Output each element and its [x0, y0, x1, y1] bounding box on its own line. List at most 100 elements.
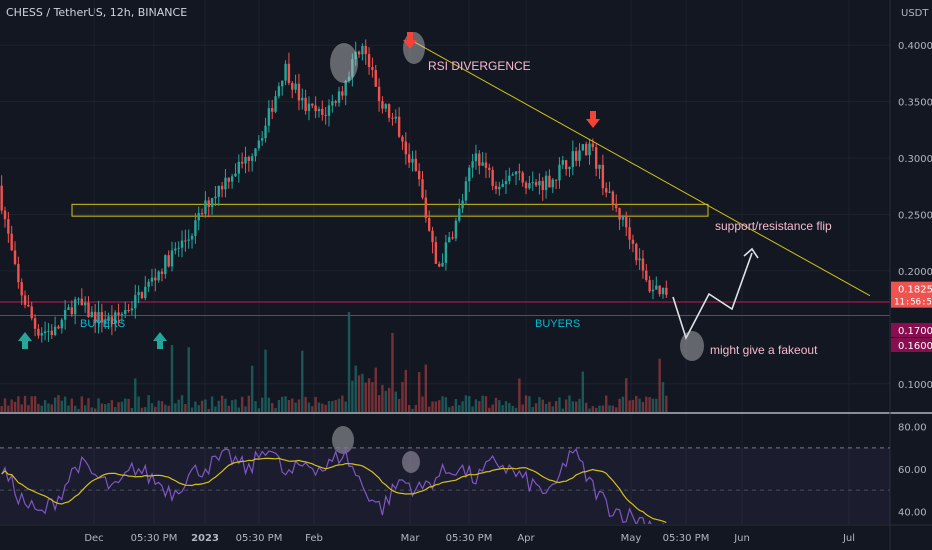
- time-tick-8: May: [621, 533, 642, 544]
- price-tick-1: 0.3500: [898, 98, 932, 109]
- candle-body-131: [438, 263, 441, 267]
- volume-bar-185: [618, 398, 621, 412]
- volume-bar-130: [434, 401, 438, 412]
- volume-bar-26: [87, 398, 90, 412]
- volume-bar-86: [287, 400, 291, 412]
- volume-bar-160: [534, 403, 538, 412]
- candle-body-169: [564, 160, 568, 170]
- volume-bar-129: [431, 401, 434, 412]
- volume-bar-124: [414, 404, 418, 412]
- highlight-circle-3: [332, 426, 354, 454]
- candle-body-125: [417, 170, 421, 180]
- volume-bar-135: [451, 405, 454, 412]
- volume-bar-55: [184, 403, 187, 412]
- volume-bar-181: [605, 395, 608, 412]
- candle-body-4: [13, 250, 17, 264]
- volume-bar-18: [60, 400, 63, 412]
- candle-body-86: [287, 63, 291, 83]
- volume-bar-63: [210, 396, 214, 412]
- volume-bar-153: [511, 405, 514, 412]
- volume-bar-186: [621, 396, 625, 412]
- candle-body-89: [297, 83, 301, 101]
- candle-body-156: [521, 172, 524, 183]
- volume-bar-0: [0, 406, 3, 412]
- candle-body-49: [164, 255, 167, 275]
- volume-bar-9: [30, 396, 33, 412]
- candle-body-36: [120, 313, 124, 316]
- candle-body-78: [260, 138, 264, 141]
- volume-bar-169: [564, 399, 568, 412]
- price-label-1-value: 0.1700: [898, 326, 932, 337]
- volume-bar-85: [284, 396, 287, 412]
- candle-body-182: [608, 191, 611, 193]
- candle-body-83: [277, 86, 281, 97]
- candle-body-81: [271, 108, 274, 112]
- volume-bar-155: [518, 378, 521, 412]
- candle-body-8: [27, 304, 30, 307]
- price-axis: USDT 0.4000 0.3500 0.3000 0.2500 0.2000 0.1000: [898, 8, 932, 391]
- green-arrow-left-head: [18, 332, 32, 341]
- price-label-1-bg: [891, 323, 932, 337]
- volume-bar-188: [628, 400, 631, 412]
- volume-bar-64: [214, 406, 217, 412]
- buyers-right-label: BUYERS: [535, 318, 580, 330]
- candle-body-152: [508, 175, 511, 182]
- volume-bar-184: [615, 407, 618, 412]
- price-axis-unit: USDT: [901, 8, 929, 19]
- price-label-current-countdown: 11:56:51: [894, 298, 932, 308]
- volume-bar-180: [601, 405, 605, 412]
- candle-body-33: [110, 316, 114, 324]
- volume-bar-154: [514, 407, 518, 412]
- volume-bar-168: [561, 408, 564, 412]
- candle-body-108: [361, 45, 364, 55]
- candle-body-79: [264, 125, 267, 139]
- candle-body-1: [3, 210, 7, 220]
- candle-body-109: [364, 45, 367, 55]
- price-tick-2: 0.3000: [898, 154, 932, 165]
- candle-body-62: [207, 200, 210, 207]
- volume-bar-164: [548, 401, 551, 412]
- buyers-left-label: BUYERS: [80, 318, 125, 330]
- volume-bar-102: [341, 395, 344, 412]
- symbol-title: CHESS / TetherUS, 12h, BINANCE: [6, 6, 188, 19]
- rsi-band: [0, 447, 890, 524]
- candle-body-63: [210, 198, 214, 207]
- volume-bar-41: [137, 396, 140, 412]
- candle-body-43: [144, 286, 147, 299]
- volume-bar-119: [397, 399, 401, 412]
- candle-body-23: [77, 298, 80, 300]
- candle-body-186: [621, 215, 625, 220]
- volume-bar-179: [598, 405, 601, 412]
- volume-bar-132: [441, 396, 444, 412]
- candle-body-20: [67, 307, 70, 310]
- candle-body-158: [528, 183, 531, 189]
- volume-bar-92: [307, 402, 311, 412]
- candle-body-102: [341, 91, 344, 96]
- volume-bar-14: [47, 403, 50, 412]
- volume-bar-32: [107, 403, 110, 412]
- candle-body-124: [414, 158, 418, 171]
- candle-body-98: [327, 105, 331, 116]
- candle-body-57: [190, 235, 194, 240]
- volume-bar-60: [200, 400, 204, 412]
- volume-bar-83: [277, 400, 281, 412]
- volume-bar-29: [97, 398, 100, 412]
- volume-bar-79: [264, 349, 267, 412]
- volume-bar-70: [234, 399, 237, 412]
- volume-bar-170: [568, 395, 571, 412]
- volume-bar-11: [37, 403, 40, 412]
- volume-bar-12: [40, 405, 43, 412]
- volume-bar-42: [140, 407, 144, 412]
- volume-bar-23: [77, 408, 80, 412]
- volume-bar-34: [114, 407, 117, 412]
- time-tick-1: 05:30 PM: [131, 533, 178, 544]
- candle-body-46: [154, 277, 157, 281]
- candle-body-48: [160, 271, 164, 275]
- candle-body-18: [60, 319, 63, 329]
- candle-body-184: [615, 203, 618, 209]
- volume-bar-68: [227, 405, 230, 412]
- candle-body-32: [107, 316, 110, 321]
- volume-bar-187: [625, 378, 628, 412]
- candle-body-104: [347, 76, 351, 81]
